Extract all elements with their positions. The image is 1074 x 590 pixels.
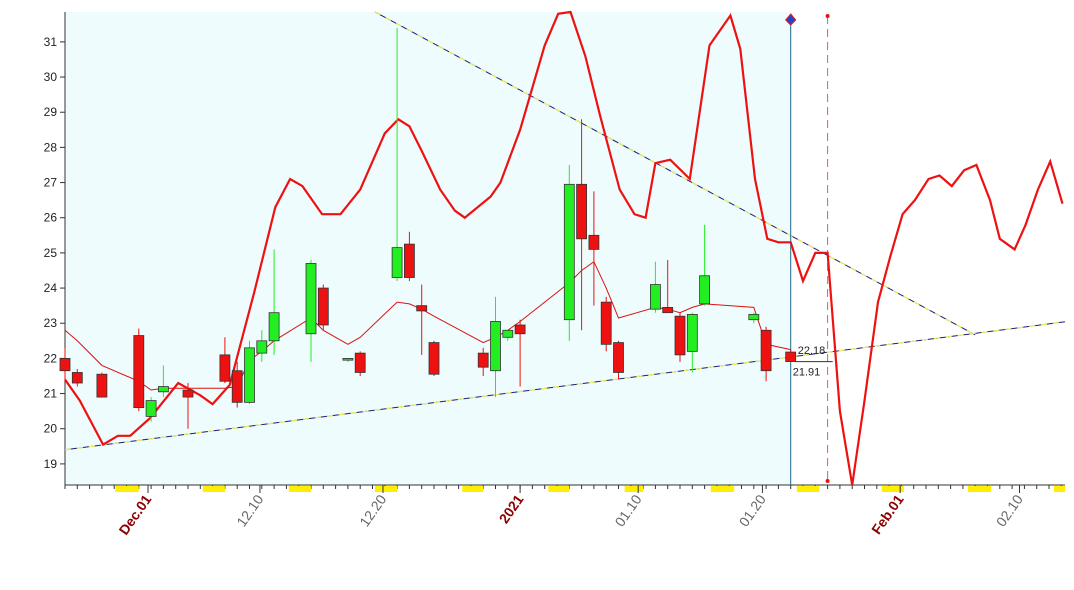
candle-body [416, 305, 428, 312]
week-marker [374, 486, 398, 492]
week-marker [288, 486, 312, 492]
current-marker [785, 13, 797, 26]
candle-body [71, 372, 83, 384]
y-tick-label: 19 [44, 457, 58, 471]
candle-body [502, 329, 514, 338]
candle-body [686, 314, 698, 352]
y-tick-label: 30 [44, 70, 58, 84]
candle-body [428, 342, 440, 375]
week-marker [115, 486, 139, 492]
y-tick-label: 25 [44, 246, 58, 260]
y-tick-label: 31 [44, 35, 58, 49]
y-tick-label: 23 [44, 316, 58, 330]
candle-body [785, 351, 797, 362]
trend-line-dash [64, 321, 1066, 451]
candle-body [674, 315, 686, 356]
candle-body [514, 324, 526, 335]
candle-body [158, 386, 169, 393]
candle-body [613, 342, 624, 373]
week-marker [710, 486, 735, 492]
candle-body [404, 243, 415, 278]
target-marker [825, 479, 830, 483]
y-tick-label: 20 [44, 422, 58, 436]
candle-body [477, 352, 489, 368]
week-marker [202, 486, 225, 492]
y-tick-label: 21 [44, 387, 58, 401]
candle-body [219, 354, 231, 382]
candle-body [490, 321, 501, 372]
candle-body [133, 335, 145, 409]
candle-body [650, 284, 661, 310]
candle-body [748, 314, 760, 321]
candle-body [342, 357, 354, 361]
week-marker [462, 486, 484, 492]
candle-body [662, 307, 674, 314]
candle-body [145, 400, 157, 417]
y-tick-label: 22 [44, 351, 58, 365]
candle-body [600, 301, 612, 345]
y-tick-label: 26 [44, 211, 58, 225]
candle-body [699, 275, 711, 305]
week-marker [624, 486, 644, 492]
trend-line-dash [374, 11, 976, 336]
week-marker [796, 486, 819, 492]
week-marker [548, 486, 570, 492]
week-marker [967, 486, 992, 492]
candle-body [96, 373, 108, 398]
history-shade [65, 12, 791, 485]
candle-body [256, 340, 268, 354]
candle-body [354, 352, 366, 373]
candle-body [576, 183, 588, 240]
week-marker [1053, 486, 1065, 492]
candle-body [244, 347, 255, 403]
candle-body [760, 329, 772, 372]
candle-body [182, 389, 194, 398]
y-tick-label: 27 [44, 176, 58, 190]
candle-body [588, 234, 600, 250]
candle-body [59, 357, 71, 372]
y-tick-label: 28 [44, 140, 58, 154]
candle-body [563, 183, 575, 321]
price-label: 22.18 [798, 345, 826, 357]
price-label: 21.91 [793, 367, 821, 379]
candle-body [231, 370, 243, 403]
candle-body [268, 312, 280, 342]
candle-body [317, 287, 329, 326]
candle-body [305, 263, 317, 335]
candle-body [391, 247, 403, 278]
week-marker [881, 486, 904, 492]
target-marker [825, 14, 830, 18]
y-tick-label: 29 [44, 105, 58, 119]
y-tick-label: 24 [44, 281, 58, 295]
forecast-line [64, 10, 1064, 486]
